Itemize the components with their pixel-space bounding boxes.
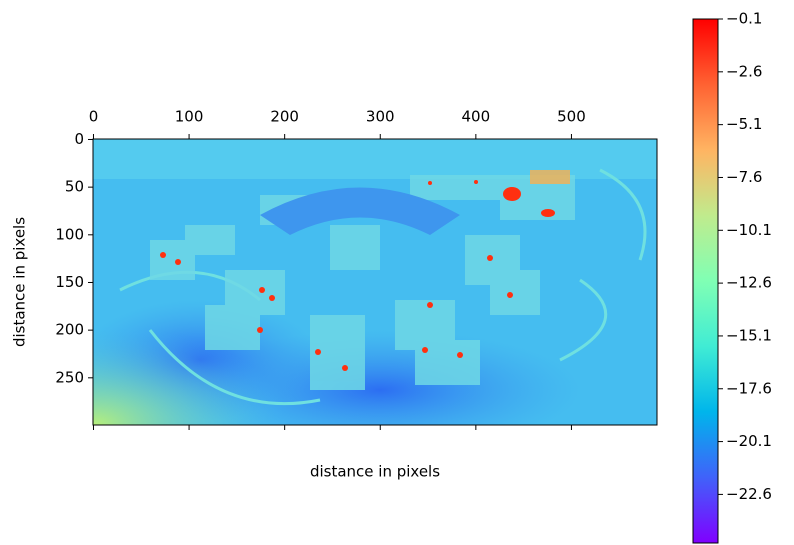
y-tick-label: 200 [55,321,84,339]
colorbar-tick-label: −2.6 [726,62,762,80]
colorbar-tick-label: −10.1 [726,221,772,239]
colorbar-tick-label: −17.6 [726,379,772,397]
x-tick-label: 500 [557,108,586,126]
x-tick-label: 300 [366,108,395,126]
colorbar-tick-label: −7.6 [726,168,762,186]
colorbar-tick-label: −22.6 [726,485,772,503]
x-tick-label: 400 [462,108,491,126]
colorbar-tick-label: −15.1 [726,326,772,344]
x-axis-label: distance in pixels [310,463,440,481]
x-tick-label: 200 [270,108,299,126]
y-tick-label: 100 [55,225,84,243]
colorbar [692,18,719,544]
colorbar-tick-label: −5.1 [726,115,762,133]
y-tick-label: 50 [65,178,84,196]
colorbar-tick-label: −20.1 [726,432,772,450]
x-tick-label: 0 [89,108,99,126]
heatmap-image [93,139,657,425]
y-tick-label: 0 [74,130,84,148]
colorbar-tick-label: −12.6 [726,274,772,292]
y-tick-label: 150 [55,273,84,291]
x-tick-label: 100 [175,108,204,126]
colorbar-tick-label: −0.1 [726,10,762,28]
y-tick-label: 250 [55,368,84,386]
y-axis-label: distance in pixels [11,217,29,347]
